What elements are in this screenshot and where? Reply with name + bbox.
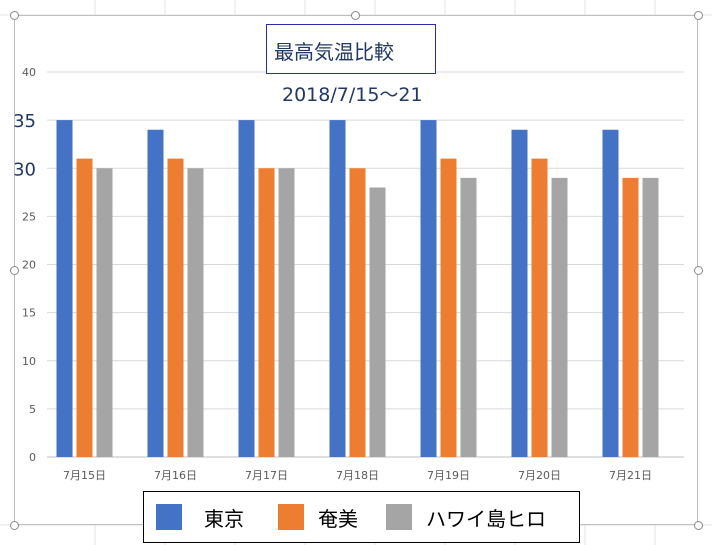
bar bbox=[187, 168, 204, 457]
bar bbox=[147, 129, 164, 457]
resize-handle-top-left[interactable] bbox=[10, 11, 19, 20]
chart-title-box[interactable] bbox=[266, 24, 436, 74]
legend-swatch-hilo bbox=[386, 504, 412, 530]
bar bbox=[278, 168, 295, 457]
bar bbox=[511, 129, 528, 457]
x-tick-label: 7月15日 bbox=[63, 469, 106, 482]
y-tick-label: 25 bbox=[22, 210, 36, 223]
chart-subtitle: 2018/7/15〜21 bbox=[282, 84, 423, 106]
resize-handle-top-right[interactable] bbox=[694, 11, 703, 20]
bar bbox=[531, 158, 548, 457]
bar bbox=[329, 120, 346, 457]
x-tick-label: 7月19日 bbox=[427, 469, 470, 482]
bar bbox=[440, 158, 457, 457]
legend-swatch-amami bbox=[278, 504, 304, 530]
x-tick-label: 7月17日 bbox=[245, 469, 288, 482]
bar bbox=[56, 120, 73, 457]
bar bbox=[460, 177, 477, 457]
chart-legend[interactable]: 東京 奄美 ハワイ島ヒロ bbox=[143, 491, 580, 543]
bar bbox=[258, 168, 275, 457]
legend-item-amami: 奄美 bbox=[278, 503, 358, 532]
y-tick-label: 0 bbox=[29, 451, 36, 464]
y-tick-label: 40 bbox=[22, 66, 36, 79]
bar bbox=[602, 129, 619, 457]
bar bbox=[369, 187, 386, 457]
bar bbox=[76, 158, 93, 457]
resize-handle-bottom-left[interactable] bbox=[10, 521, 19, 530]
x-tick-label: 7月21日 bbox=[609, 469, 652, 482]
y-tick-label: 10 bbox=[22, 355, 36, 368]
y-tick-label: 5 bbox=[29, 403, 36, 416]
x-tick-label: 7月18日 bbox=[336, 469, 379, 482]
x-tick-label: 7月16日 bbox=[154, 469, 197, 482]
legend-item-hilo: ハワイ島ヒロ bbox=[386, 503, 546, 532]
y-tick-label: 20 bbox=[22, 259, 36, 272]
resize-handle-bottom-right[interactable] bbox=[694, 521, 703, 530]
y-tick-label: 30 bbox=[13, 159, 36, 180]
bar bbox=[349, 168, 366, 457]
x-tick-label: 7月20日 bbox=[518, 469, 561, 482]
legend-label-hilo: ハワイ島ヒロ bbox=[426, 506, 546, 531]
legend-label-tokyo: 東京 bbox=[204, 506, 244, 531]
bar bbox=[167, 158, 184, 457]
bar bbox=[642, 177, 659, 457]
chart-title: 最高気温比較 bbox=[274, 40, 394, 64]
bar bbox=[238, 120, 255, 457]
bar bbox=[622, 177, 639, 457]
bar bbox=[420, 120, 437, 457]
resize-handle-middle-left[interactable] bbox=[10, 266, 19, 275]
legend-item-tokyo: 東京 bbox=[156, 503, 244, 532]
legend-label-amami: 奄美 bbox=[318, 506, 358, 531]
bar bbox=[96, 168, 113, 457]
bar bbox=[551, 177, 568, 457]
resize-handle-middle-right[interactable] bbox=[694, 266, 703, 275]
legend-swatch-tokyo bbox=[156, 504, 182, 530]
y-tick-label: 15 bbox=[22, 307, 36, 320]
resize-handle-top-center[interactable] bbox=[351, 11, 360, 20]
y-tick-label: 35 bbox=[13, 111, 36, 132]
